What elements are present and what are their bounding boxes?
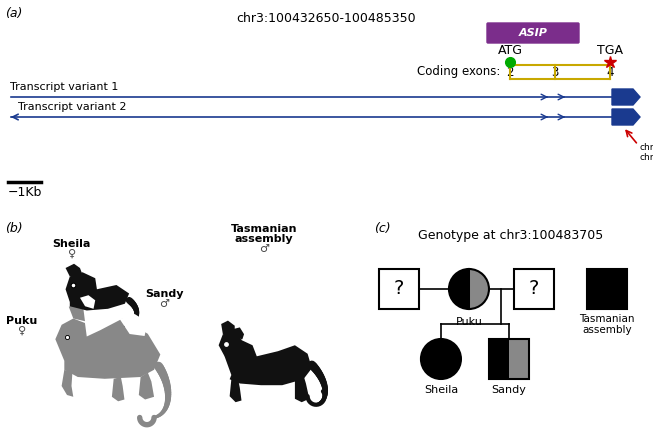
Text: (c): (c) — [374, 222, 390, 235]
Text: ♀: ♀ — [18, 326, 26, 336]
Text: (a): (a) — [5, 7, 22, 20]
Text: Transcript variant 2: Transcript variant 2 — [18, 102, 127, 112]
Text: Sandy: Sandy — [145, 289, 183, 299]
Circle shape — [421, 339, 461, 379]
Text: −1Kb: −1Kb — [8, 186, 42, 199]
Polygon shape — [65, 264, 82, 276]
Text: 2: 2 — [506, 66, 514, 79]
Text: ♂: ♂ — [259, 244, 269, 254]
Polygon shape — [295, 375, 310, 402]
Text: assembly: assembly — [582, 325, 632, 335]
Text: chr3:g.100483705C>T: chr3:g.100483705C>T — [639, 143, 653, 152]
Text: 4: 4 — [606, 66, 614, 79]
Text: Transcript variant 1: Transcript variant 1 — [10, 82, 118, 92]
Bar — [587, 269, 627, 309]
Text: TGA: TGA — [597, 44, 623, 57]
Polygon shape — [139, 372, 154, 400]
Text: chr3:g.100483743G>T: chr3:g.100483743G>T — [639, 153, 653, 162]
Text: Tasmanian: Tasmanian — [579, 314, 635, 324]
Polygon shape — [230, 379, 242, 402]
Wedge shape — [469, 269, 489, 309]
Polygon shape — [219, 332, 242, 356]
Polygon shape — [61, 370, 73, 397]
Text: ?: ? — [529, 279, 539, 299]
Polygon shape — [119, 314, 148, 336]
Text: Sandy: Sandy — [492, 385, 526, 395]
Bar — [514, 269, 554, 309]
Polygon shape — [221, 321, 234, 335]
Text: Sheila: Sheila — [424, 385, 458, 395]
Text: ATG: ATG — [498, 44, 522, 57]
Polygon shape — [56, 319, 161, 379]
Text: Coding exons:: Coding exons: — [417, 66, 500, 79]
Bar — [489, 339, 509, 379]
Text: Puku: Puku — [7, 316, 38, 326]
Text: ?: ? — [394, 279, 404, 299]
Bar — [489, 339, 529, 379]
Text: ASIP: ASIP — [518, 28, 547, 38]
Text: Tasmanian: Tasmanian — [231, 224, 298, 234]
Text: (b): (b) — [5, 222, 23, 235]
Text: ♂: ♂ — [159, 299, 170, 309]
Polygon shape — [65, 272, 129, 310]
Text: Genotype at chr3:100483705: Genotype at chr3:100483705 — [419, 229, 603, 242]
Bar — [379, 269, 419, 309]
Text: assembly: assembly — [235, 234, 294, 244]
Wedge shape — [449, 269, 469, 309]
Text: Sheila: Sheila — [53, 239, 91, 249]
Polygon shape — [112, 377, 125, 401]
Polygon shape — [80, 295, 95, 309]
Polygon shape — [69, 303, 85, 321]
Polygon shape — [612, 109, 640, 125]
Text: chr3:100432650-100485350: chr3:100432650-100485350 — [236, 12, 416, 25]
Polygon shape — [233, 327, 244, 339]
Text: ♀: ♀ — [68, 249, 76, 259]
Polygon shape — [225, 339, 312, 385]
Bar — [509, 339, 529, 379]
FancyBboxPatch shape — [487, 23, 579, 43]
Polygon shape — [612, 89, 640, 105]
Text: Puku: Puku — [456, 317, 483, 327]
Text: 3: 3 — [551, 66, 559, 79]
